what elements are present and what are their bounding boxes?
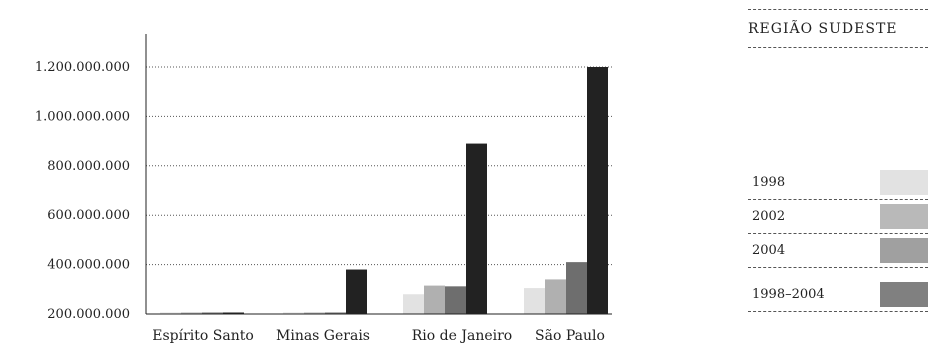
x-category-label: São Paulo — [535, 328, 605, 344]
legend-label: 2002 — [752, 209, 786, 224]
legend-label: 1998 — [752, 175, 786, 190]
x-category-label: Espírito Santo — [152, 328, 254, 344]
legend: REGIÃO SUDESTE 1998 2002 2004 1998–2004 — [748, 0, 928, 350]
legend-item-2004: 2004 — [748, 234, 928, 268]
y-tick-label: 800.000.000 — [47, 159, 130, 174]
gridlines — [146, 66, 612, 266]
bar — [181, 312, 202, 314]
legend-swatch — [880, 170, 928, 195]
bar — [587, 67, 608, 314]
bar — [223, 312, 244, 314]
x-axis-category-labels: Espírito Santo Minas Gerais Rio de Janeiro… — [152, 328, 605, 344]
legend-swatch — [880, 204, 928, 229]
legend-item-2002: 2002 — [748, 200, 928, 234]
bar — [466, 143, 487, 314]
legend-swatch — [880, 238, 928, 263]
legend-swatch — [880, 282, 928, 307]
bar — [524, 288, 545, 314]
bar — [346, 269, 367, 314]
y-tick-label: 1.200.000.000 — [35, 60, 130, 75]
legend-item-1998: 1998 — [748, 166, 928, 200]
bar — [283, 312, 304, 314]
y-tick-label: 1.000.000.000 — [35, 109, 130, 124]
bar — [424, 285, 445, 314]
bar-chart: 200.000.000 400.000.000 600.000.000 800.000… — [35, 34, 612, 344]
legend-title: REGIÃO SUDESTE — [748, 9, 928, 48]
legend-label: 1998–2004 — [752, 287, 825, 302]
bars — [160, 67, 608, 314]
y-tick-label: 600.000.000 — [47, 208, 130, 223]
bar — [566, 262, 587, 314]
legend-item-1998-2004: 1998–2004 — [748, 278, 928, 312]
legend-label: 2004 — [752, 243, 786, 258]
y-tick-label: 400.000.000 — [47, 258, 130, 273]
bar — [160, 312, 181, 314]
bar — [304, 312, 325, 314]
bar — [403, 294, 424, 314]
bar — [545, 279, 566, 314]
y-tick-label: 200.000.000 — [47, 307, 130, 322]
bar — [202, 312, 223, 314]
bar — [445, 286, 466, 314]
x-category-label: Rio de Janeiro — [412, 328, 512, 344]
y-axis-tick-labels: 200.000.000 400.000.000 600.000.000 800.000… — [35, 60, 130, 322]
x-category-label: Minas Gerais — [276, 328, 370, 344]
bar — [325, 312, 346, 314]
